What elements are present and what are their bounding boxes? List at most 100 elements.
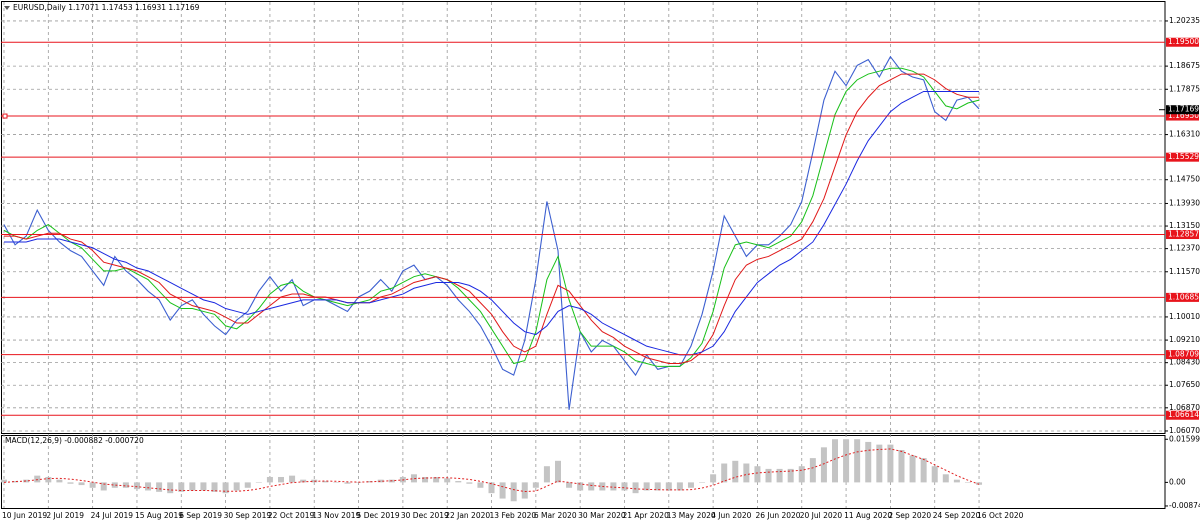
x-tick-label: 13 Feb 2020 (490, 511, 537, 520)
macd-bar (45, 476, 52, 483)
macd-bar (410, 474, 417, 483)
macd-bar (422, 476, 429, 483)
current-price-label: 1.17169 (1168, 105, 1199, 114)
x-tick-label: 30 Dec 2019 (401, 511, 449, 520)
macd-bar (588, 482, 595, 491)
macd-bar (809, 458, 816, 483)
x-tick-label: 6 Mar 2020 (534, 511, 577, 520)
macd-bar (167, 482, 174, 494)
macd-bar (765, 468, 772, 483)
chart-title: EURUSD,Daily 1.17071 1.17453 1.16931 1.1… (13, 3, 200, 12)
x-tick-label: 4 Jun 2020 (711, 511, 752, 520)
macd-bar (34, 475, 41, 483)
macd-bar (333, 482, 340, 483)
macd-bar (477, 482, 484, 488)
macd-bar (211, 482, 218, 492)
macd-bar (12, 481, 19, 483)
y-tick-label: 1.13930 (1169, 198, 1200, 207)
x-tick-label: 24 Jul 2019 (91, 511, 134, 520)
x-tick-label: 13 May 2020 (667, 511, 716, 520)
y-tick-label: 1.06870 (1169, 403, 1200, 412)
macd-bar (222, 482, 229, 494)
level-label: 1.19500 (1168, 37, 1199, 46)
macd-bar (566, 482, 573, 488)
macd-bar (654, 482, 661, 491)
level-label: 1.12857 (1168, 230, 1199, 239)
x-tick-label: 26 Jun 2020 (755, 511, 800, 520)
x-tick-label: 13 Nov 2019 (312, 511, 360, 520)
y-tick-label: 1.10010 (1169, 312, 1200, 321)
macd-bar (931, 466, 938, 483)
macd-bar (145, 482, 152, 491)
macd-bar (643, 482, 650, 491)
y-tick-label: 1.13150 (1169, 221, 1200, 230)
macd-bar (610, 482, 617, 491)
x-tick-label: 2 Sep 2020 (888, 511, 931, 520)
macd-title: MACD(12,26,9) -0.000882 -0.000720 (5, 436, 144, 445)
macd-bar (577, 482, 584, 491)
x-tick-label: 22 Oct 2019 (268, 511, 315, 520)
macd-bar (843, 439, 850, 483)
y-tick-label: 1.17875 (1169, 84, 1200, 93)
level-label-box (1166, 152, 1199, 162)
y-tick-label: 0.00 (1169, 477, 1186, 486)
y-tick-label: 1.09210 (1169, 335, 1200, 344)
macd-bar (444, 478, 451, 483)
macd-bar (300, 479, 307, 483)
macd-bar (521, 482, 528, 499)
x-tick-label: 24 Sep 2020 (933, 511, 981, 520)
macd-bar (976, 482, 983, 485)
macd-bar (377, 479, 384, 483)
x-tick-label: 20 Jul 2020 (800, 511, 843, 520)
macd-bar (344, 482, 351, 484)
macd-bar (510, 482, 517, 502)
macd-bar (699, 482, 706, 483)
x-tick-label: 2 Jul 2019 (46, 511, 84, 520)
macd-bar (311, 479, 318, 483)
macd-bar (887, 444, 894, 483)
macd-bar (665, 482, 672, 491)
x-tick-label: 16 Oct 2020 (977, 511, 1024, 520)
moving-average (3, 67, 980, 367)
moving-average (4, 73, 980, 365)
macd-bar (898, 450, 905, 483)
macd-bar (488, 482, 495, 494)
y-tick-label: 1.12370 (1169, 244, 1200, 253)
macd-bar (920, 458, 927, 483)
x-tick-label: 22 Jan 2020 (445, 511, 490, 520)
y-tick-label: 1.14750 (1169, 175, 1200, 184)
macd-bar (687, 482, 694, 488)
macd-bar (820, 447, 827, 483)
macd-bar (189, 482, 196, 491)
menu-icon (4, 6, 10, 10)
macd-bar (953, 479, 960, 483)
level-label-box (1166, 292, 1199, 302)
macd-bar (942, 474, 949, 483)
y-tick-label: 1.16310 (1169, 130, 1200, 139)
macd-bar (244, 482, 251, 488)
macd-bar (832, 439, 838, 483)
macd-bar (798, 466, 805, 483)
macd-bar (122, 482, 129, 488)
macd-bar (278, 476, 284, 483)
macd-bar (909, 455, 916, 483)
macd-bar (156, 482, 163, 492)
macd-bar (632, 482, 639, 494)
level-label: 1.16950 (1168, 111, 1199, 120)
level-label: 1.06614 (1168, 410, 1199, 419)
macd-bar (133, 482, 140, 490)
x-tick-label: 5 Dec 2019 (357, 511, 400, 520)
macd-bar (732, 460, 739, 483)
macd-bar (776, 468, 783, 483)
macd-bar (676, 482, 683, 491)
macd-bar (355, 482, 362, 483)
moving-average (4, 90, 980, 356)
y-tick-label: 1.11570 (1169, 267, 1200, 276)
y-tick-label: 1.07650 (1169, 380, 1200, 389)
level-label-box (1166, 350, 1199, 360)
x-tick-label: 11 Aug 2020 (844, 511, 892, 520)
macd-bar (710, 474, 717, 483)
x-tick-label: 30 Mar 2020 (578, 511, 626, 520)
